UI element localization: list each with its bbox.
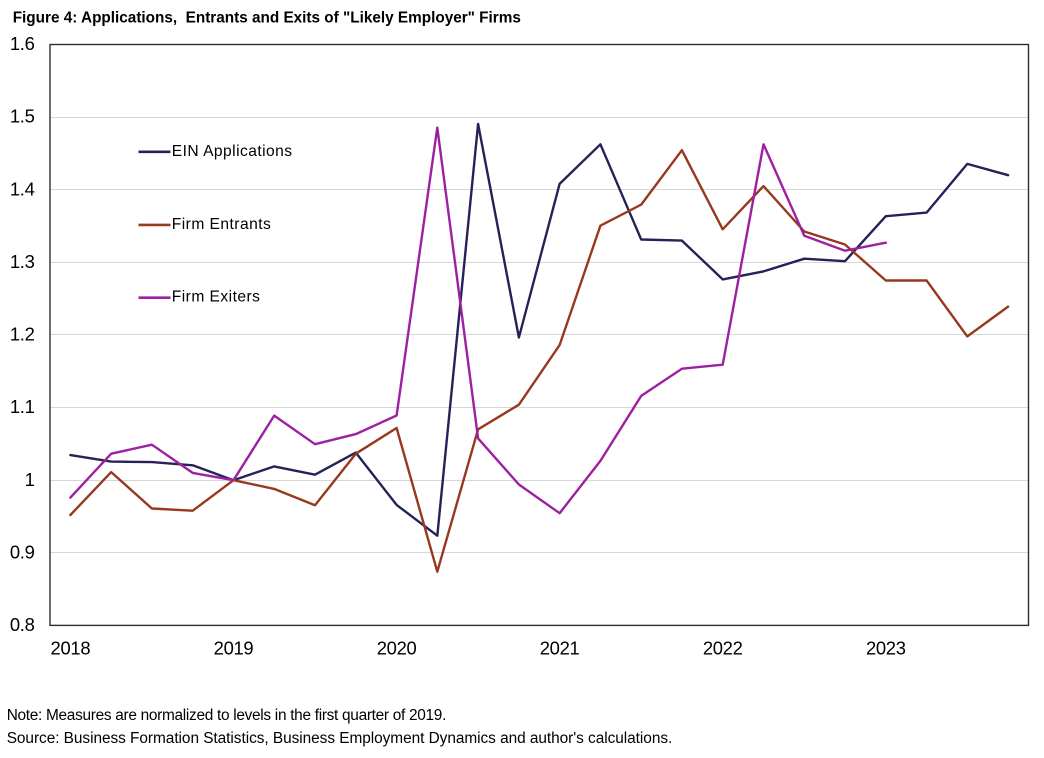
- svg-text:1.5: 1.5: [10, 106, 35, 127]
- svg-text:1.1: 1.1: [10, 396, 35, 417]
- svg-text:1.2: 1.2: [10, 324, 35, 345]
- svg-text:2020: 2020: [377, 638, 417, 659]
- svg-text:1.6: 1.6: [10, 33, 35, 54]
- svg-text:Firm Exiters: Firm Exiters: [172, 289, 261, 306]
- svg-text:1.4: 1.4: [10, 178, 35, 199]
- svg-text:2018: 2018: [51, 638, 91, 659]
- svg-text:0.9: 0.9: [10, 541, 35, 562]
- svg-text:2022: 2022: [703, 638, 743, 659]
- svg-text:1: 1: [25, 469, 35, 490]
- svg-text:2021: 2021: [540, 638, 580, 659]
- svg-text:0.8: 0.8: [10, 614, 35, 635]
- svg-text:Source: Business Formation Sta: Source: Business Formation Statistics, B…: [7, 730, 673, 747]
- svg-text:Figure 4: Applications, Entra: Figure 4: Applications, Entrants and Exi…: [13, 9, 522, 26]
- svg-text:1.3: 1.3: [10, 251, 35, 272]
- svg-text:2019: 2019: [214, 638, 254, 659]
- svg-text:Note: Measures are normalized: Note: Measures are normalized to levels …: [7, 707, 446, 724]
- svg-text:Firm Entrants: Firm Entrants: [172, 216, 271, 233]
- svg-text:EIN Applications: EIN Applications: [172, 143, 293, 160]
- svg-text:2023: 2023: [866, 638, 906, 659]
